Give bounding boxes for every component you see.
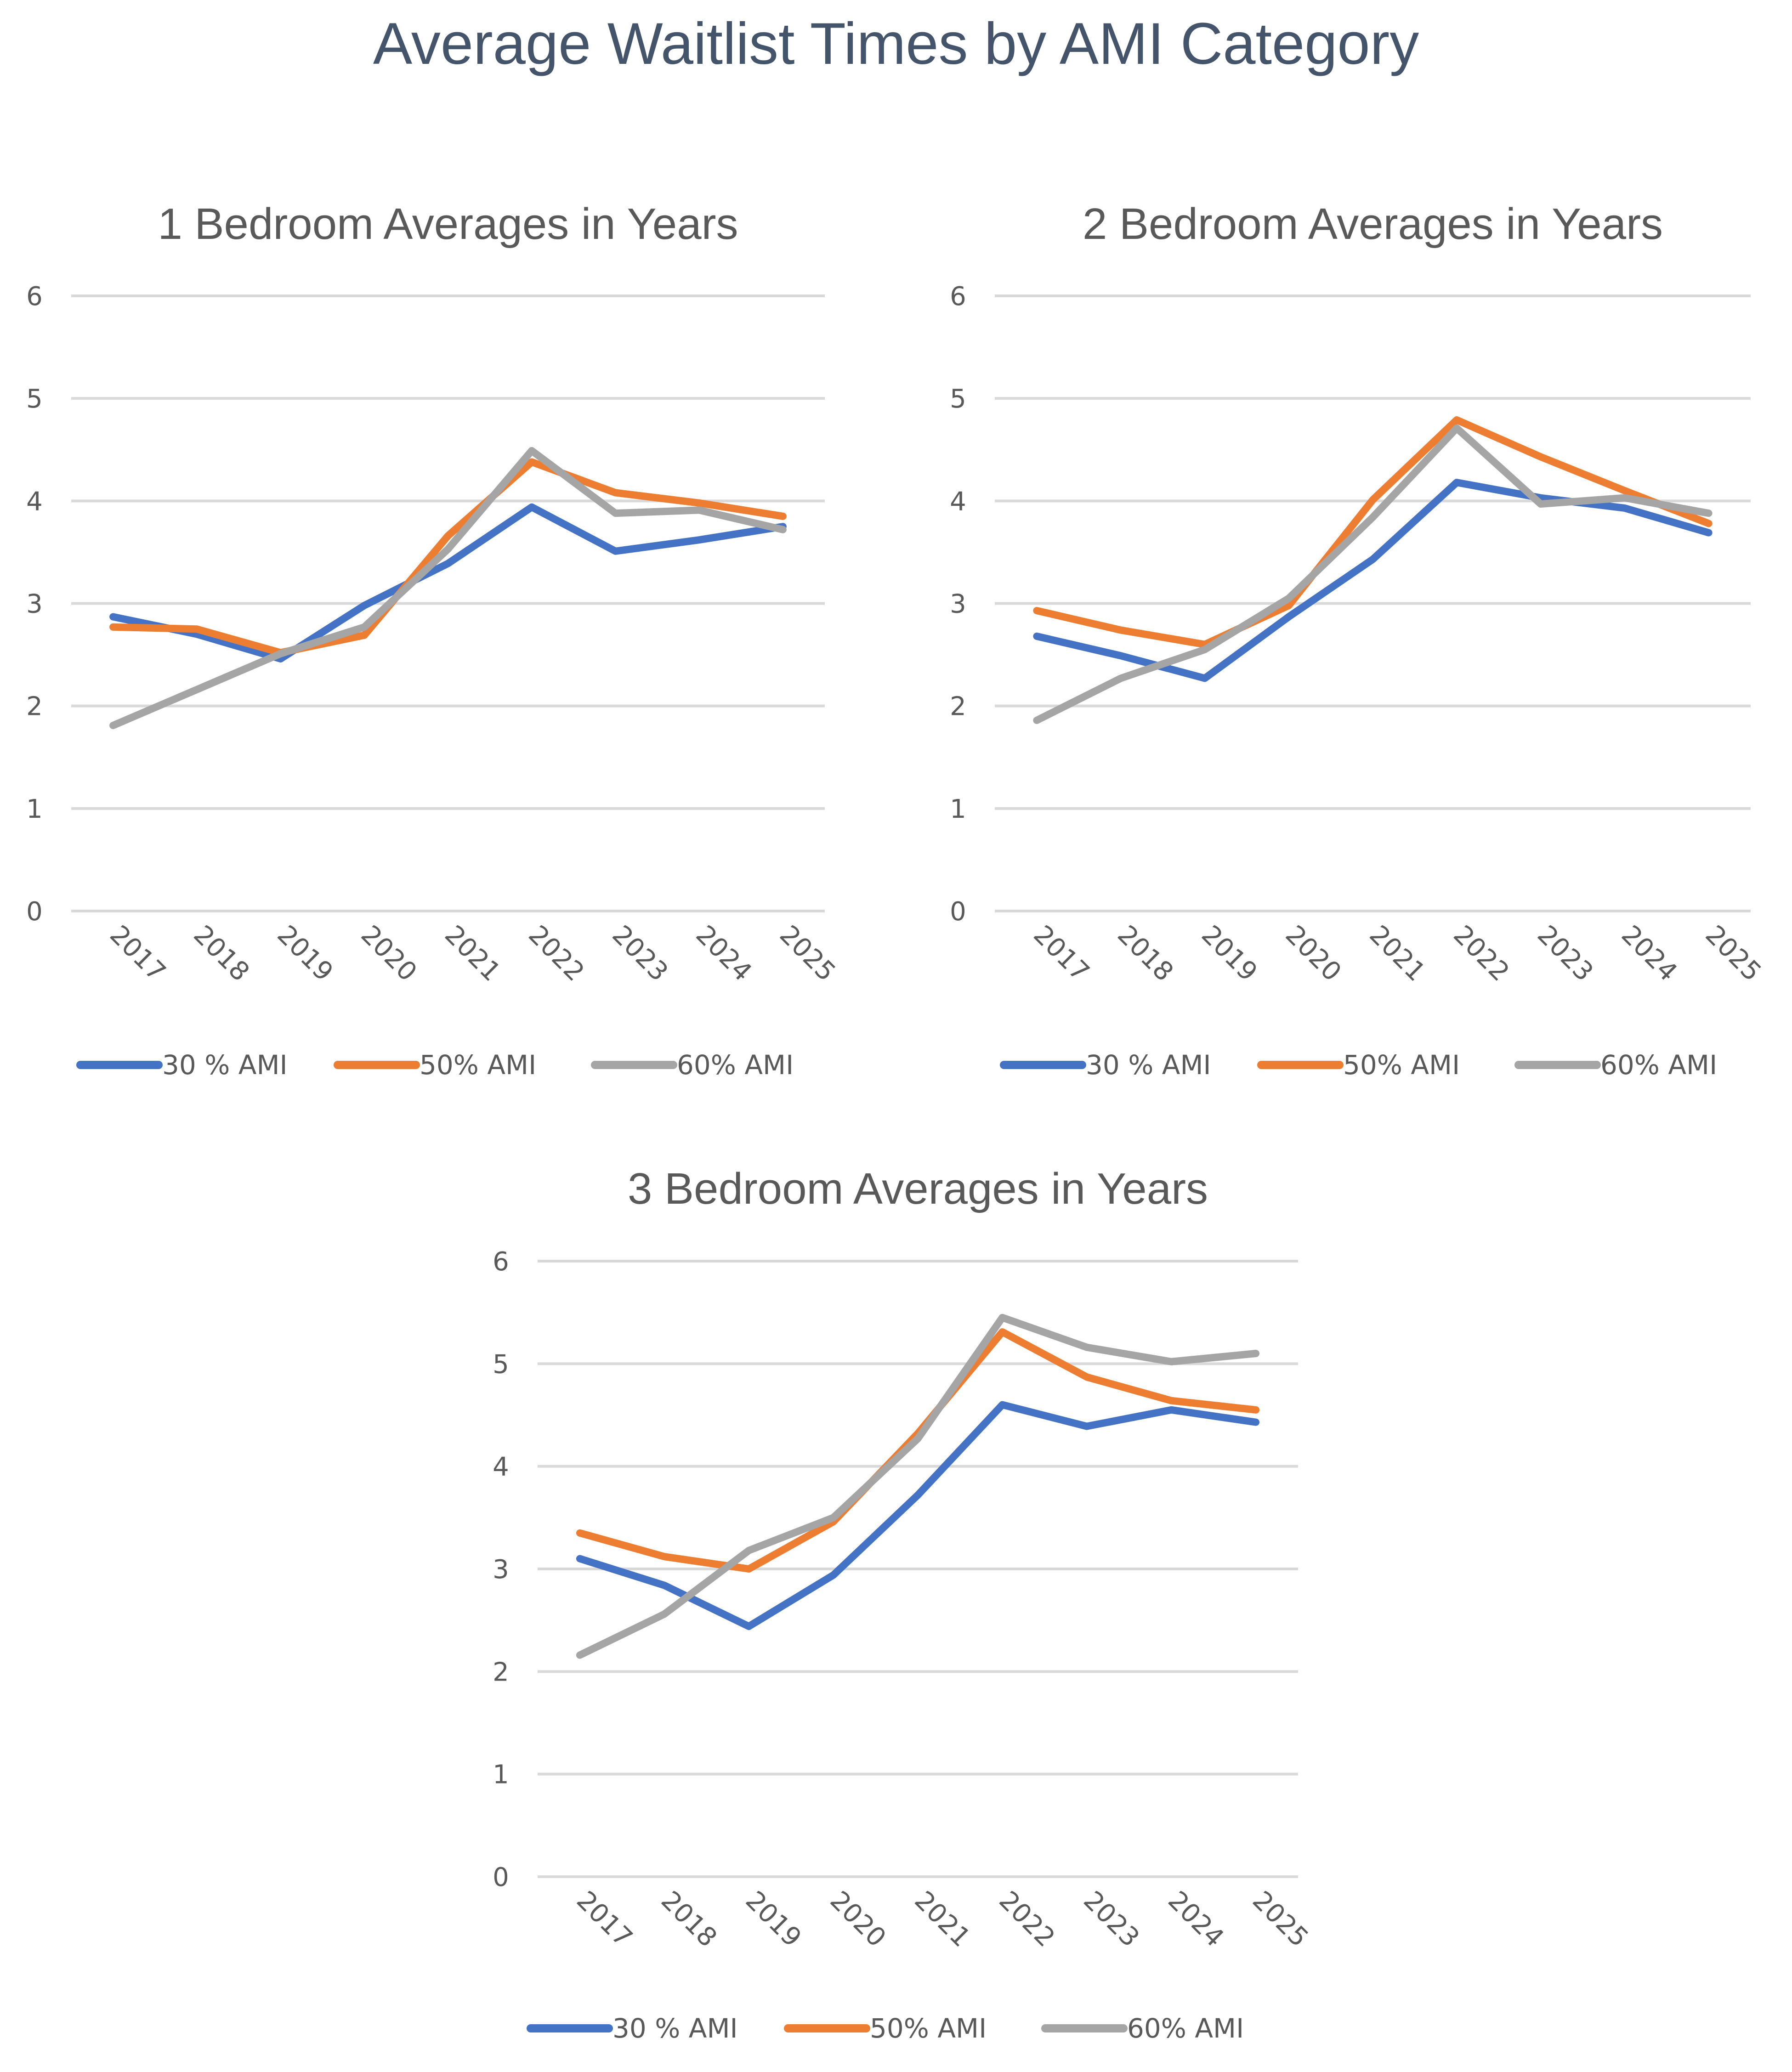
x-tick-label: 2020 <box>1280 920 1347 987</box>
x-tick-label: 2017 <box>104 920 171 987</box>
chart-title: 3 Bedroom Averages in Years <box>628 1164 1208 1213</box>
y-tick-label: 1 <box>26 794 43 824</box>
series-line-30-ami <box>1033 479 1713 682</box>
y-tick-label: 3 <box>493 1555 509 1585</box>
x-tick-label: 2022 <box>522 920 590 987</box>
x-tick-label: 2023 <box>1531 920 1599 987</box>
legend-label: 50% AMI <box>420 1049 536 1081</box>
legend-label: 30 % AMI <box>1086 1049 1211 1081</box>
legend-label: 50% AMI <box>870 2013 987 2044</box>
series-line-60-ami <box>109 447 787 730</box>
y-tick-label: 1 <box>950 794 966 824</box>
x-tick-label: 2021 <box>1364 920 1431 987</box>
series-line-30-ami <box>109 503 787 663</box>
legend-label: 50% AMI <box>1343 1049 1460 1081</box>
main-title: Average Waitlist Times by AMI Category <box>373 11 1419 77</box>
series-line-60-ami <box>1033 424 1713 724</box>
y-tick-label: 3 <box>26 589 43 619</box>
series-line-50-ami <box>576 1328 1260 1573</box>
x-tick-label: 2021 <box>439 920 506 987</box>
y-tick-label: 6 <box>950 282 966 311</box>
x-tick-label: 2022 <box>1447 920 1515 987</box>
x-tick-label: 2023 <box>607 920 674 987</box>
y-tick-label: 2 <box>26 692 43 722</box>
y-tick-label: 6 <box>26 282 43 311</box>
y-tick-label: 2 <box>493 1657 509 1687</box>
y-tick-label: 0 <box>493 1863 509 1892</box>
y-tick-label: 5 <box>26 384 43 414</box>
x-tick-label: 2024 <box>690 920 758 987</box>
legend-label: 60% AMI <box>1600 1049 1717 1081</box>
chart-3: 3 Bedroom Averages in Years 0 1 2 3 4 5 6 2017 20… <box>493 1164 1314 2044</box>
x-tick-label: 2018 <box>655 1885 723 1953</box>
x-tick-label: 2019 <box>1196 920 1263 987</box>
y-tick-label: 4 <box>950 487 966 516</box>
x-tick-label: 2025 <box>1700 920 1767 987</box>
y-tick-label: 6 <box>493 1247 509 1277</box>
x-tick-label: 2019 <box>272 920 339 987</box>
legend-label: 30 % AMI <box>612 2013 738 2044</box>
x-tick-label: 2024 <box>1616 920 1683 987</box>
x-tick-label: 2023 <box>1077 1885 1145 1953</box>
legend-label: 60% AMI <box>677 1049 794 1081</box>
x-tick-label: 2022 <box>993 1885 1060 1953</box>
y-tick-label: 3 <box>950 589 966 619</box>
x-tick-label: 2019 <box>740 1885 807 1953</box>
series-line-50-ami <box>1033 416 1713 648</box>
x-tick-label: 2025 <box>774 920 841 987</box>
y-tick-label: 4 <box>493 1452 509 1482</box>
series-line-60-ami <box>576 1313 1260 1659</box>
chart-title: 2 Bedroom Averages in Years <box>1083 199 1663 249</box>
x-tick-label: 2018 <box>187 920 255 987</box>
y-tick-label: 1 <box>493 1760 509 1790</box>
y-tick-label: 5 <box>950 384 966 414</box>
x-tick-label: 2017 <box>1027 920 1095 987</box>
x-tick-label: 2017 <box>571 1885 638 1953</box>
legend-label: 60% AMI <box>1127 2013 1244 2044</box>
y-tick-label: 4 <box>26 487 43 516</box>
x-tick-label: 2018 <box>1111 920 1179 987</box>
x-tick-label: 2021 <box>909 1885 976 1953</box>
x-tick-label: 2025 <box>1247 1885 1314 1953</box>
series-line-30-ami <box>576 1401 1260 1630</box>
chart-title: 1 Bedroom Averages in Years <box>158 199 738 249</box>
y-tick-label: 2 <box>950 692 966 722</box>
y-tick-label: 0 <box>950 897 966 927</box>
x-tick-label: 2020 <box>355 920 423 987</box>
x-tick-label: 2020 <box>824 1885 892 1953</box>
legend-label: 30 % AMI <box>162 1049 288 1081</box>
x-tick-label: 2024 <box>1162 1885 1230 1953</box>
series-line-50-ami <box>109 458 787 657</box>
y-tick-label: 5 <box>493 1349 509 1379</box>
y-tick-label: 0 <box>26 897 43 927</box>
